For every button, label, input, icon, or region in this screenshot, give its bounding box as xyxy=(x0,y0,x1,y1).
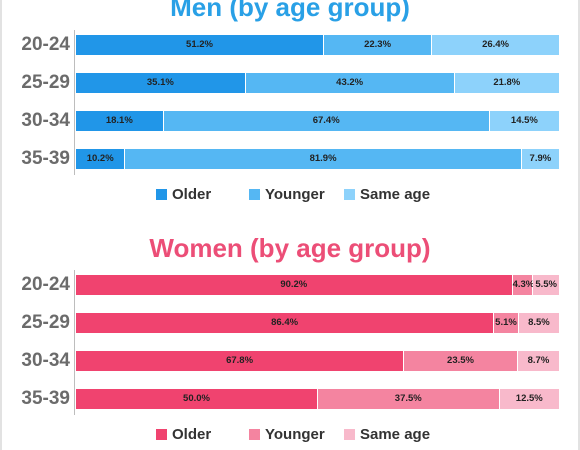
men-y-axis-line xyxy=(74,30,75,175)
men-category-label: 20-24 xyxy=(21,34,70,55)
women-bar-segment: 4.3% xyxy=(512,275,534,295)
women-bar-segment: 8.5% xyxy=(518,313,559,333)
women-legend-label: Older xyxy=(172,426,212,443)
men-bar-segment: 81.9% xyxy=(125,149,521,169)
men-bar-segment: 43.2% xyxy=(245,73,454,93)
men-bar-segment: 51.2% xyxy=(76,35,324,55)
women-legend-swatch xyxy=(344,429,355,440)
women-bar-segment: 12.5% xyxy=(499,389,559,409)
women-bar-segment: 37.5% xyxy=(318,389,499,409)
women-legend-label: Younger xyxy=(265,426,325,443)
men-bar-segment: 26.4% xyxy=(432,35,559,55)
men-bar-segment: 35.1% xyxy=(76,73,245,93)
men-legend-label: Same age xyxy=(360,186,431,203)
women-category-label: 20-24 xyxy=(21,274,70,295)
women-legend-swatch xyxy=(156,429,167,440)
frame-left xyxy=(0,0,2,450)
women-y-axis-line xyxy=(74,270,75,415)
men-bar-segment: 7.9% xyxy=(521,149,559,169)
men-bar-segment: 10.2% xyxy=(76,149,125,169)
men-chart-title: Men (by age group) xyxy=(170,0,410,22)
women-category-label: 25-29 xyxy=(21,312,70,333)
frame-right xyxy=(578,0,580,450)
men-legend-swatch xyxy=(344,189,355,200)
women-category-label: 35-39 xyxy=(21,388,70,409)
women-category-label: 30-34 xyxy=(21,350,70,371)
women-bar-segment: 5.1% xyxy=(494,313,518,333)
men-legend-swatch xyxy=(156,189,167,200)
men-category-label: 30-34 xyxy=(21,110,70,131)
men-legend-swatch xyxy=(249,189,260,200)
women-bar-segment: 23.5% xyxy=(404,351,517,371)
men-bar-segment: 22.3% xyxy=(324,35,432,55)
women-chart-title: Women (by age group) xyxy=(149,233,431,263)
women-bar-segment: 8.7% xyxy=(517,351,559,371)
women-legend-swatch xyxy=(249,429,260,440)
men-legend-label: Older xyxy=(172,186,212,203)
men-bar-segment: 67.4% xyxy=(163,111,489,131)
women-legend-label: Same age xyxy=(360,426,431,443)
men-bar-segment: 18.1% xyxy=(76,111,163,131)
women-bar-segment: 5.5% xyxy=(533,275,559,295)
women-bar-segment: 90.2% xyxy=(76,275,512,295)
men-category-label: 25-29 xyxy=(21,72,70,93)
women-bar-segment: 86.4% xyxy=(76,313,494,333)
men-bar-segment: 14.5% xyxy=(489,111,559,131)
women-bar-segment: 67.8% xyxy=(76,351,404,371)
women-bar-segment: 50.0% xyxy=(76,389,317,409)
men-bar-segment: 21.8% xyxy=(454,73,559,93)
men-category-label: 35-39 xyxy=(21,148,70,169)
men-legend-label: Younger xyxy=(265,186,325,203)
